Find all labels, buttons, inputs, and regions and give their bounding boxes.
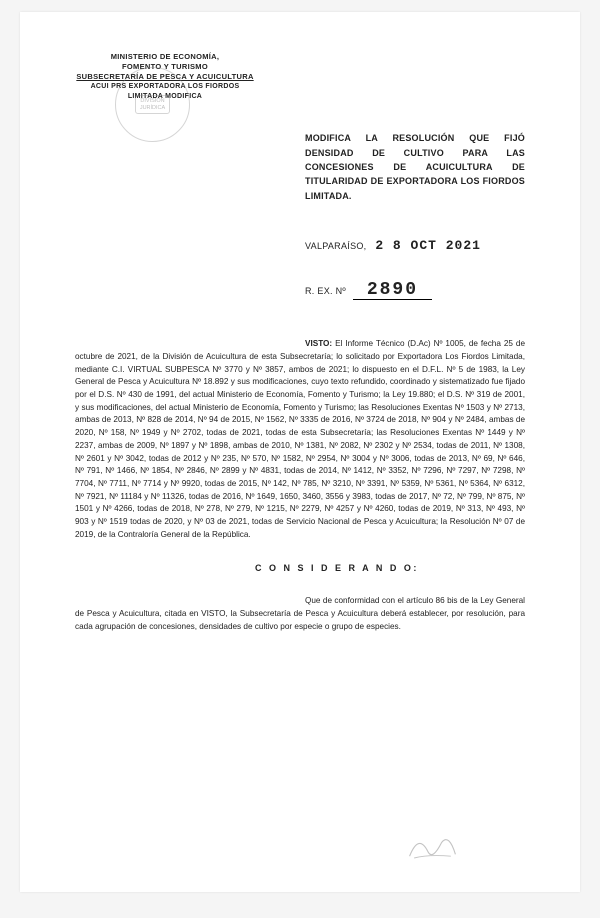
considerando-heading: C O N S I D E R A N D O: [255, 563, 525, 573]
juridical-stamp: DIVISIÓN JURÍDICA [115, 67, 190, 142]
visto-label: VISTO: [305, 339, 332, 348]
date-stamp: 2 8 OCT 2021 [375, 238, 481, 253]
location-date: VALPARAÍSO, 2 8 OCT 2021 [305, 238, 525, 253]
stamp-inner: DIVISIÓN JURÍDICA [135, 95, 170, 113]
rex-number: 2890 [353, 281, 432, 300]
location-label: VALPARAÍSO, [305, 241, 367, 251]
header-line-1: MINISTERIO DE ECONOMÍA, [75, 52, 255, 62]
document-page: MINISTERIO DE ECONOMÍA, FOMENTO Y TURISM… [20, 12, 580, 892]
considerando-paragraph: Que de conformidad con el artículo 86 bi… [75, 595, 525, 633]
visto-body: El Informe Técnico (D.Ac) Nº 1005, de fe… [75, 339, 525, 539]
stamp-line-2: JURÍDICA [140, 105, 165, 111]
considerando-body: Que de conformidad con el artículo 86 bi… [75, 596, 525, 630]
resolution-number-line: R. EX. Nº 2890 [305, 281, 525, 300]
rex-label: R. EX. Nº [305, 286, 346, 296]
stamp-line-1: DIVISIÓN [140, 98, 165, 104]
visto-paragraph: VISTO: El Informe Técnico (D.Ac) Nº 1005… [75, 338, 525, 541]
signature-mark [405, 827, 460, 867]
resolution-title: MODIFICA LA RESOLUCIÓN QUE FIJÓ DENSIDAD… [305, 131, 525, 203]
signature-icon [405, 827, 460, 867]
